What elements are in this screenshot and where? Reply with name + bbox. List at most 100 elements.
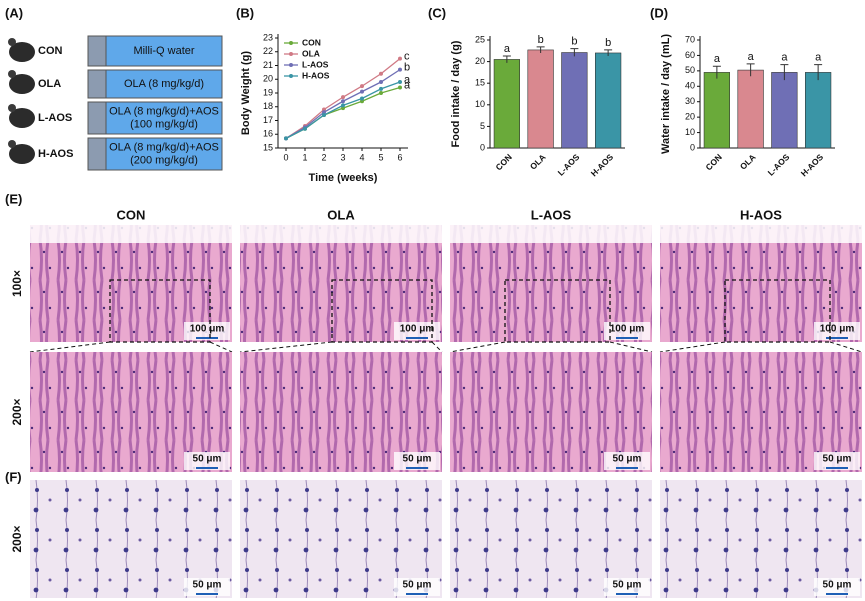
significance-label: a <box>404 74 411 86</box>
y-tick-label: 20 <box>475 56 485 66</box>
group-title: H-AOS <box>740 207 782 222</box>
x-tick-label: 0 <box>283 152 288 162</box>
bar <box>527 49 554 149</box>
y-tick-label: 20 <box>685 112 695 122</box>
point <box>360 84 364 89</box>
significance-label: a <box>748 51 755 63</box>
y-tick-label: 22 <box>263 46 273 56</box>
x-tick-label: H-AOS <box>799 152 826 179</box>
x-axis-label: Time (weeks) <box>309 172 378 184</box>
treatment-text: OLA (8 mg/kg/d) <box>124 78 204 90</box>
zoom-box <box>724 279 831 343</box>
scale-bar-label: 50 μm <box>613 454 642 465</box>
y-tick-label: 16 <box>263 129 273 139</box>
point <box>341 95 345 100</box>
x-tick-label: L-AOS <box>766 152 792 178</box>
scale-bar-label: 100 μm <box>190 324 225 335</box>
significance-label: a <box>714 53 721 65</box>
group-box-tab <box>87 137 107 171</box>
zoom-guide <box>431 341 443 353</box>
significance-label: b <box>605 37 611 49</box>
x-tick-label: 2 <box>321 152 326 162</box>
scale-bar-bg <box>814 452 860 470</box>
y-tick-label: 30 <box>685 96 695 106</box>
scale-bar-bg <box>814 578 860 596</box>
point <box>322 107 326 112</box>
point <box>379 80 383 84</box>
point <box>379 91 383 95</box>
legend-label: CON <box>302 37 321 47</box>
significance-label: b <box>538 34 544 46</box>
y-tick-label: 0 <box>480 142 485 152</box>
micrograph-top <box>30 225 232 243</box>
group-name: L-AOS <box>38 112 72 124</box>
scale-bar-label: 50 μm <box>613 580 642 591</box>
significance-label: a <box>504 43 511 55</box>
scale-bar-label: 100 μm <box>400 324 435 335</box>
significance-label: a <box>781 52 788 64</box>
panel-label: (B) <box>236 5 254 20</box>
x-tick-label: OLA <box>738 152 758 172</box>
point <box>322 110 326 115</box>
panel-label: (C) <box>428 5 446 20</box>
group-name: H-AOS <box>38 148 73 160</box>
magnification-label: 200× <box>10 398 24 425</box>
micrograph-top <box>450 225 652 243</box>
y-tick-label: 10 <box>685 127 695 137</box>
legend-marker <box>289 74 293 78</box>
point <box>398 56 402 61</box>
panel-label: (E) <box>5 191 22 206</box>
micrograph-top <box>660 225 862 243</box>
y-tick-label: 0 <box>690 142 695 152</box>
x-tick-label: 4 <box>359 152 364 162</box>
scale-bar-bg <box>394 578 440 596</box>
y-tick-label: 15 <box>475 78 485 88</box>
y-tick-label: 10 <box>475 99 485 109</box>
scale-bar-bg <box>604 322 650 340</box>
bar <box>594 52 622 149</box>
y-tick-label: 20 <box>263 74 273 84</box>
magnification-label: 200× <box>10 525 24 552</box>
y-tick-label: 21 <box>263 60 273 70</box>
zoom-guide <box>209 341 233 353</box>
point <box>341 106 345 111</box>
x-tick-label: CON <box>703 152 723 172</box>
y-tick-label: 18 <box>263 101 273 111</box>
y-tick-label: 17 <box>263 115 273 125</box>
y-tick-label: 19 <box>263 87 273 97</box>
group-box <box>105 137 223 171</box>
point <box>379 71 383 76</box>
y-tick-label: 5 <box>480 121 485 131</box>
point <box>360 89 364 94</box>
legend-label: OLA <box>302 48 320 58</box>
significance-label: b <box>571 36 577 48</box>
scale-bar-label: 50 μm <box>403 580 432 591</box>
bar <box>561 52 588 149</box>
scale-bar-bg <box>814 322 860 340</box>
x-tick-label: H-AOS <box>589 152 616 179</box>
group-box-tab <box>87 101 107 135</box>
scale-bar-bg <box>394 322 440 340</box>
scale-bar-bg <box>604 452 650 470</box>
error-bar <box>780 64 789 81</box>
x-tick-label: 5 <box>378 152 383 162</box>
legend-marker <box>289 52 293 56</box>
zoom-box <box>504 279 611 343</box>
significance-label: a <box>815 52 822 64</box>
group-box <box>105 35 223 67</box>
legend-label: H-AOS <box>302 70 330 80</box>
x-tick-label: OLA <box>528 152 548 172</box>
y-axis-label: Water intake / day (mL) <box>660 34 672 154</box>
zoom-guide <box>29 341 111 353</box>
x-tick-label: 3 <box>340 152 345 162</box>
scale-bar-bg <box>184 578 230 596</box>
treatment-text: (100 mg/kg/d) <box>130 118 198 130</box>
point <box>398 85 402 90</box>
significance-label: b <box>404 62 410 74</box>
scale-bar-label: 50 μm <box>193 454 222 465</box>
x-tick-label: 1 <box>302 152 307 162</box>
magnification-label: 100× <box>10 270 24 297</box>
panel-label: (D) <box>650 5 668 20</box>
zoom-guide <box>659 341 726 353</box>
scale-bar-label: 50 μm <box>403 454 432 465</box>
